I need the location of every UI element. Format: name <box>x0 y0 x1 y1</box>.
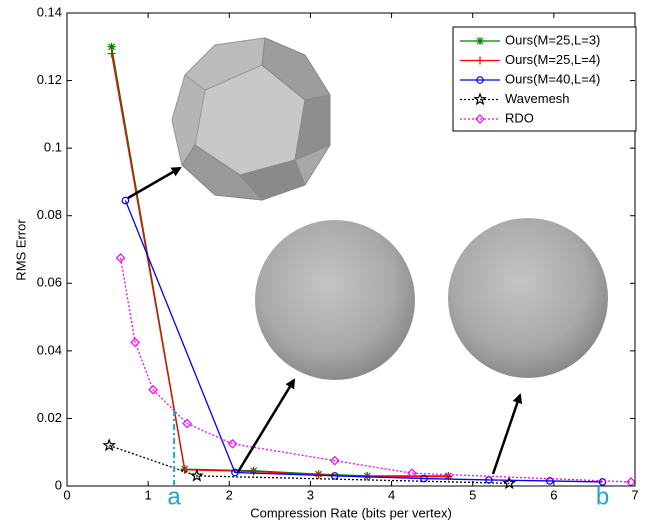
legend-label: Ours(M=25,L=3) <box>505 32 600 47</box>
y-tick-label: 0.08 <box>37 207 62 222</box>
legend-label: RDO <box>505 110 534 125</box>
x-tick-label: 6 <box>550 487 557 502</box>
y-tick-label: 0 <box>55 477 62 492</box>
x-tick-label: 1 <box>145 487 152 502</box>
x-tick-label: 5 <box>469 487 476 502</box>
annotation: b <box>596 483 609 510</box>
x-tick-label: 0 <box>63 487 70 502</box>
y-tick-label: 0.14 <box>37 4 62 19</box>
sphere-image <box>255 220 415 380</box>
legend-label: Wavemesh <box>505 91 570 106</box>
legend-label: Ours(M=40,L=4) <box>505 71 600 86</box>
sphere-image <box>448 218 608 378</box>
y-axis-label: RMS Error <box>13 219 28 281</box>
x-tick-label: 3 <box>307 487 314 502</box>
y-tick-label: 0.1 <box>44 140 62 155</box>
y-tick-label: 0.04 <box>37 342 62 357</box>
y-tick-label: 0.06 <box>37 275 62 290</box>
y-tick-label: 0.12 <box>37 72 62 87</box>
legend-label: Ours(M=25,L=4) <box>505 52 600 67</box>
legend: Ours(M=25,L=3) Ours(M=25,L=4) Ours(M=40,L=… <box>453 27 636 131</box>
x-axis-label: Compression Rate (bits per vertex) <box>250 505 452 520</box>
marker <box>476 37 484 45</box>
y-tick-label: 0.02 <box>37 410 62 425</box>
annotation: a <box>167 483 181 510</box>
chart: Ours(M=25,L=3) Ours(M=25,L=4) Ours(M=40,L=… <box>0 0 649 523</box>
x-tick-label: 7 <box>631 487 638 502</box>
x-tick-label: 2 <box>226 487 233 502</box>
x-tick-label: 4 <box>388 487 395 502</box>
